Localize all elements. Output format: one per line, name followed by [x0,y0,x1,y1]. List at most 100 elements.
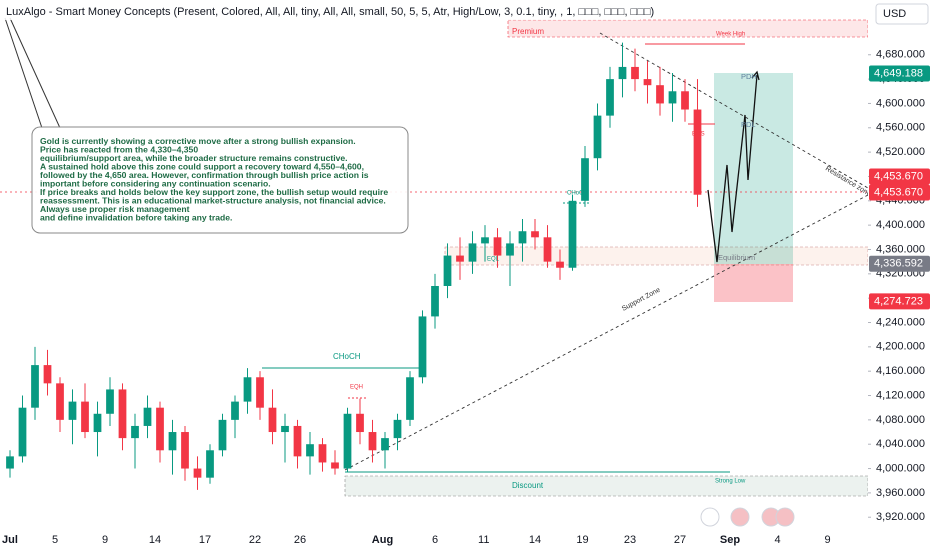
candle-body [68,401,77,420]
x-tick-label: 19 [576,534,588,546]
price-label: 4,649.188 [874,67,923,79]
candle-body [118,389,127,439]
candle-body [18,407,27,457]
x-tick-label: 23 [624,534,636,546]
candle-body [181,432,189,469]
annotation-line: followed by the 4,650 area. However, con… [40,170,369,180]
structure-label: EQL [487,257,500,263]
x-tick-label: 27 [674,534,686,546]
structure-label: BOS [692,132,705,138]
annotation-line: Always use proper risk management [40,204,190,214]
projection-arrow [751,70,760,81]
annotation-line: A sustained hold above this zone could s… [40,162,364,172]
y-tick-label: 4,000.000 [876,462,925,474]
x-tick-label: Jul [2,534,18,546]
y-tick-label: 4,080.000 [876,414,925,426]
candle-body [93,413,102,433]
y-tick-label: 3,960.000 [876,487,925,499]
x-tick-label: Aug [372,534,393,546]
candle-body [318,444,327,463]
x-tick-label: Sep [720,534,740,546]
zone-label: Equilibrium [718,253,755,262]
candle-body [418,316,427,378]
candles [6,42,702,490]
pointer-line [4,17,43,129]
zone-label: Discount [512,481,544,490]
price-label: 4,453.670 [874,186,923,198]
candle-body [281,425,289,433]
zone-label: Strong Low [715,479,746,485]
stop-zone [714,264,793,302]
structure-label: PDH [741,72,757,81]
y-tick-label: 4,680.000 [876,49,925,61]
structure-label: EQH [350,385,363,391]
candle-body [243,377,252,402]
candle-body [443,255,452,286]
x-tick-label: 14 [149,534,161,546]
candle-body [256,377,264,408]
y-tick-label: 4,600.000 [876,97,925,109]
candle-body [218,419,227,451]
annotation-line: and define invalidation before taking an… [40,213,232,223]
candle-body [131,425,139,439]
annotation-line: important before considering any continu… [40,179,271,189]
candle-body [593,115,602,159]
x-tick-label: 9 [824,534,830,546]
y-tick-label: 4,160.000 [876,365,925,377]
annotation-line: reassessment. This is an educational mar… [40,196,386,206]
candle-body [31,365,39,408]
x-tick-label: 14 [529,534,541,546]
candle-body [143,407,152,426]
x-tick-label: 6 [432,534,438,546]
y-tick-label: 4,520.000 [876,146,925,158]
candle-body [81,401,89,433]
annotation-line: equilibrium/support area, while the broa… [40,153,348,163]
event-icon[interactable] [730,507,750,527]
event-icon[interactable] [775,507,795,527]
candle-body [368,432,377,451]
annotation-line: If price breaks and holds below the key … [40,187,388,197]
title-backdrop [0,2,640,20]
price-label: 4,453.670 [874,170,923,182]
x-tick-label: 17 [199,534,211,546]
structure-label: CHoCH [333,352,361,361]
y-tick-label: 4,360.000 [876,243,925,255]
price-label: 4,274.723 [874,295,923,307]
candle-body [493,237,502,256]
annotation-text: Gold is currently showing a corrective m… [40,136,388,223]
candle-body [343,413,352,469]
currency-button[interactable] [875,3,929,25]
price-label-box [869,65,930,82]
y-tick-label: 4,240.000 [876,316,925,328]
projection-path [707,74,758,263]
event-icon[interactable] [700,507,720,527]
premium-zone [507,19,869,38]
candle-body [293,425,302,457]
candle-body [431,285,439,317]
candle-body [568,200,577,268]
candle-body [206,450,214,478]
candle-body [193,468,202,478]
target-zone [714,73,793,264]
chart-title: LuxAlgo - Smart Money Concepts (Present,… [6,6,654,18]
candle-body [618,66,627,80]
candle-body [331,462,339,469]
candle-body [393,419,402,439]
pointer-line [9,17,61,129]
y-tick-label: 4,560.000 [876,122,925,134]
candle-body [643,79,652,86]
annotation-line: Price has reacted from the 4,330–4,350 [40,145,198,155]
y-tick-label: 4,200.000 [876,341,925,353]
y-tick-label: 3,920.000 [876,511,925,523]
price-label-box [869,255,930,272]
candle-body [406,377,414,420]
zone-label: Week High [716,32,745,38]
x-tick-label: 11 [478,534,489,546]
candle-body [543,237,552,262]
candle-body [531,231,539,238]
candle-body [506,243,514,256]
candle-body [231,401,239,420]
